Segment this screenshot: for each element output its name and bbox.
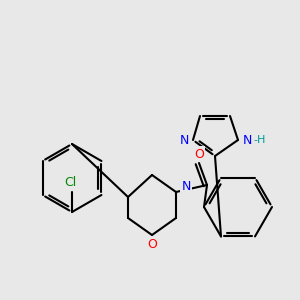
Text: O: O [147,238,157,251]
Text: N: N [242,134,252,146]
Text: N: N [179,134,189,146]
Text: N: N [181,181,191,194]
Text: O: O [194,148,204,160]
Text: -H: -H [254,135,266,145]
Text: Cl: Cl [64,176,76,190]
